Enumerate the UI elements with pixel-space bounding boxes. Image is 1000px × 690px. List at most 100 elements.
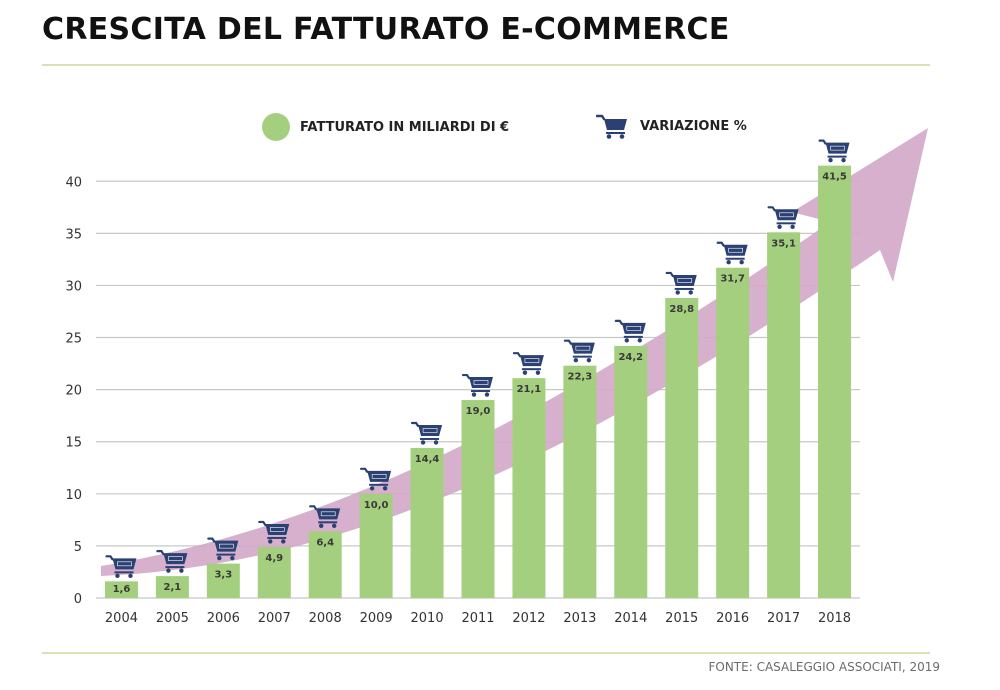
- x-tick-label: 2017: [767, 611, 800, 626]
- cart-handle: [767, 206, 776, 212]
- x-tick-label: 2007: [258, 611, 291, 626]
- cart-wheel: [624, 338, 629, 343]
- shopping-cart-icon: [767, 206, 799, 230]
- y-tick-label: 25: [65, 332, 82, 347]
- cart-badge: [371, 474, 387, 479]
- cart-base: [165, 566, 185, 569]
- legend-item-variation: VARIAZIONE %: [596, 113, 747, 139]
- cart-badge: [830, 145, 845, 151]
- cart-wheel: [688, 290, 693, 295]
- cart-basket: [519, 355, 544, 367]
- bar: [206, 563, 240, 598]
- cart-wheel: [433, 440, 439, 445]
- x-tick-label: 2018: [818, 611, 851, 626]
- cart-wheel: [777, 224, 782, 230]
- cart-base: [827, 155, 847, 158]
- data-label: 35,1: [771, 238, 796, 249]
- cart-wheel: [420, 440, 426, 445]
- cart-basket: [723, 244, 748, 256]
- cart-basket: [214, 540, 239, 552]
- data-label: 2,1: [164, 582, 182, 593]
- cart-basket: [367, 470, 392, 482]
- cart-badge: [320, 511, 336, 517]
- cart-handle: [105, 555, 114, 561]
- x-tick-label: 2006: [207, 611, 240, 626]
- legend-swatch-sales: [262, 113, 290, 141]
- cart-wheel: [675, 290, 680, 295]
- cart-wheel: [790, 224, 795, 230]
- cart-wheel: [319, 523, 324, 529]
- cart-badge: [626, 326, 642, 331]
- cart-wheel: [230, 555, 235, 561]
- cart-badge: [728, 247, 743, 253]
- cart-wheel: [739, 260, 744, 265]
- cart-badge: [219, 543, 234, 549]
- bar: [308, 531, 342, 598]
- cart-base: [420, 437, 440, 440]
- bar: [614, 345, 648, 598]
- shopping-cart-icon: [360, 467, 392, 491]
- y-tick-label: 15: [65, 436, 82, 451]
- data-label: 14,4: [415, 454, 440, 465]
- cart-wheel: [484, 392, 490, 397]
- bar: [104, 581, 138, 598]
- shopping-cart-icon: [156, 550, 188, 573]
- bar: [257, 546, 291, 598]
- cart-wheel: [128, 573, 133, 579]
- cart-badge: [117, 561, 132, 567]
- footer-divider: [42, 652, 930, 654]
- cart-wheel: [726, 260, 731, 265]
- y-tick-label: 5: [74, 540, 82, 555]
- data-label: 10,0: [364, 500, 389, 511]
- cart-handle: [665, 271, 674, 278]
- shopping-cart-icon: [461, 373, 493, 397]
- y-tick-label: 20: [65, 384, 82, 399]
- cart-wheel: [382, 486, 388, 491]
- data-label: 6,4: [316, 537, 334, 548]
- x-tick-label: 2011: [461, 611, 494, 626]
- x-tick-label: 2014: [614, 611, 647, 626]
- cart-wheel: [268, 539, 273, 544]
- shopping-cart-icon: [207, 537, 239, 561]
- shopping-cart-icon: [818, 139, 850, 163]
- data-label: 1,6: [113, 584, 131, 595]
- cart-handle: [818, 139, 827, 145]
- cart-basket: [316, 508, 341, 520]
- cart-handle: [461, 373, 471, 380]
- cart-handle: [716, 241, 725, 247]
- cart-handle: [309, 505, 318, 511]
- cart-wheel: [828, 157, 833, 163]
- cart-basket: [418, 424, 443, 436]
- data-label: 21,1: [517, 384, 542, 395]
- cart-base: [776, 222, 796, 225]
- shopping-cart-icon: [665, 271, 697, 295]
- cart-handle: [360, 467, 369, 473]
- cart-wheel: [369, 486, 375, 491]
- data-label: 24,2: [618, 352, 643, 363]
- x-tick-label: 2009: [360, 611, 393, 626]
- cart-basket: [163, 553, 188, 565]
- cart-badge: [677, 278, 693, 283]
- data-label: 22,3: [568, 372, 593, 383]
- cart-base: [318, 521, 338, 524]
- cart-base: [572, 355, 592, 358]
- shopping-cart-icon: [410, 421, 443, 445]
- shopping-cart-icon: [596, 114, 627, 139]
- source-note: FONTE: CASALEGGIO ASSOCIATI, 2019: [708, 660, 940, 674]
- shopping-cart-icon: [309, 505, 341, 529]
- cart-base: [216, 553, 236, 556]
- title-divider: [42, 64, 930, 66]
- y-tick-label: 0: [74, 592, 82, 607]
- cart-badge: [422, 428, 438, 433]
- data-label: 19,0: [466, 406, 491, 417]
- legend-label-sales: FATTURATO IN MILIARDI DI €: [300, 119, 510, 135]
- cart-wheel: [841, 157, 846, 163]
- cart-base: [725, 257, 745, 260]
- cart-base: [369, 483, 389, 486]
- bar: [563, 365, 597, 598]
- cart-handle: [410, 421, 420, 428]
- cart-wheel: [217, 555, 222, 561]
- cart-badge: [524, 358, 540, 363]
- cart-handle: [207, 537, 216, 543]
